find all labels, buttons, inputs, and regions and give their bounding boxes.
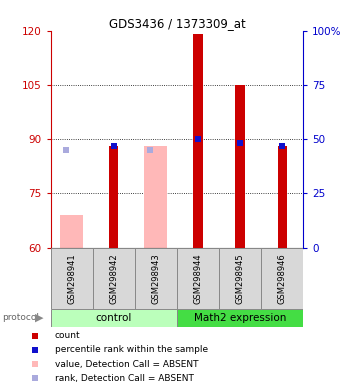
Bar: [235, 85, 245, 248]
FancyBboxPatch shape: [261, 248, 303, 309]
FancyBboxPatch shape: [177, 309, 303, 327]
FancyBboxPatch shape: [219, 248, 261, 309]
Text: rank, Detection Call = ABSENT: rank, Detection Call = ABSENT: [55, 374, 194, 383]
FancyBboxPatch shape: [135, 248, 177, 309]
Bar: [109, 146, 118, 248]
Text: protocol: protocol: [2, 313, 39, 323]
FancyBboxPatch shape: [177, 248, 219, 309]
Text: GSM298945: GSM298945: [236, 253, 244, 304]
Text: GSM298941: GSM298941: [67, 253, 76, 304]
Text: GSM298942: GSM298942: [109, 253, 118, 304]
FancyBboxPatch shape: [51, 248, 93, 309]
FancyBboxPatch shape: [93, 248, 135, 309]
FancyBboxPatch shape: [51, 309, 177, 327]
Bar: [144, 146, 168, 248]
Text: value, Detection Call = ABSENT: value, Detection Call = ABSENT: [55, 359, 199, 369]
Text: percentile rank within the sample: percentile rank within the sample: [55, 345, 208, 354]
Text: GSM298944: GSM298944: [193, 253, 203, 304]
Bar: [60, 215, 83, 248]
Text: GSM298943: GSM298943: [151, 253, 160, 304]
Title: GDS3436 / 1373309_at: GDS3436 / 1373309_at: [109, 17, 245, 30]
Text: control: control: [96, 313, 132, 323]
Bar: [278, 146, 287, 248]
Text: count: count: [55, 331, 81, 340]
Text: GSM298946: GSM298946: [278, 253, 287, 304]
Text: Math2 expression: Math2 expression: [194, 313, 286, 323]
Text: ▶: ▶: [35, 313, 44, 323]
Bar: [193, 34, 203, 248]
